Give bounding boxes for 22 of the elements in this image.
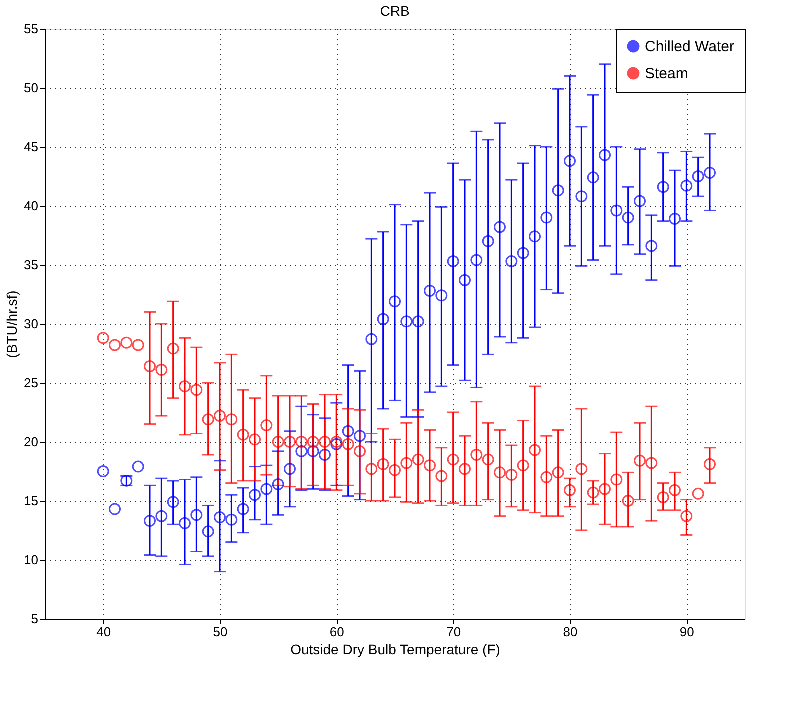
y-tick-label: 35 [24,258,38,272]
x-axis-title: Outside Dry Bulb Temperature (F) [290,642,500,658]
y-tick-label: 15 [24,494,38,508]
y-tick-label: 50 [24,80,38,96]
y-axis-title: (BTU/hr.sf) [4,290,20,358]
x-tick-label: 70 [446,624,462,640]
x-tick-label: 40 [96,624,112,640]
legend-label: Chilled Water [645,38,734,56]
x-tick-label: 90 [680,624,694,640]
y-tick-label: 25 [24,376,38,390]
y-tick-label: 30 [24,316,38,332]
y-tick-label: 55 [24,22,38,36]
y-tick-label: 20 [24,434,38,450]
x-tick-label: 50 [213,624,228,640]
y-tick-label: 10 [24,552,38,568]
chart-title: CRB [380,3,410,19]
y-tick-label: 40 [24,198,38,214]
y-tick-label: 5 [31,612,38,626]
y-tick-label: 45 [24,140,38,154]
legend-label: Steam [645,66,688,82]
x-tick-label: 80 [563,624,578,640]
x-tick-label: 60 [330,624,344,640]
